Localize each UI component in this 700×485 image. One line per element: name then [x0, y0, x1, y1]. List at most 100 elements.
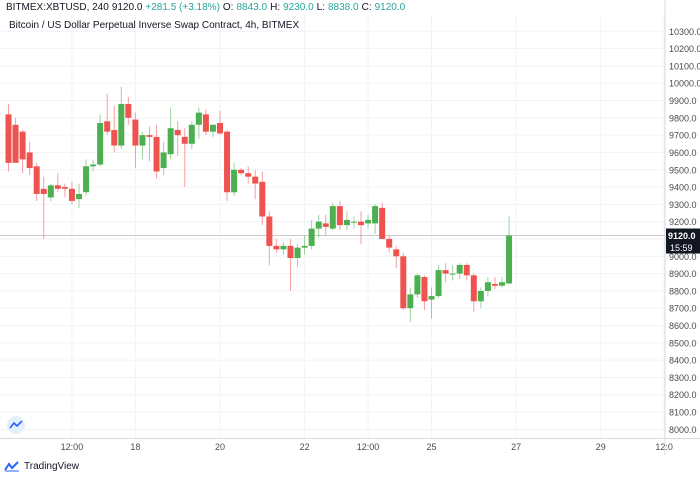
candle-body [104, 121, 111, 132]
candle-body [167, 128, 174, 155]
candle-body [209, 124, 216, 132]
x-tick-label: 12:0 [655, 442, 673, 452]
y-tick-label: 9000.0 [669, 252, 697, 262]
candle-body [139, 135, 146, 146]
candle-body [273, 245, 280, 250]
candle-body [470, 275, 477, 302]
ohlc-high: 9230.0 [283, 2, 314, 13]
tradingview-logo-icon [4, 461, 19, 472]
x-tick-label: 18 [130, 442, 140, 452]
symbol-header: BITMEX:XBTUSD, 240 9120.0 +281.5 (+3.18%… [6, 2, 405, 13]
y-tick-label: 10300.0 [669, 27, 700, 37]
ohlc-high-key: H: [270, 2, 281, 13]
candle-body [365, 219, 372, 224]
candle-body [484, 282, 491, 291]
candle-body [343, 219, 350, 226]
last-price: 9120.0 [111, 2, 143, 13]
last-price-badge [666, 228, 700, 242]
y-tick-label: 10000.0 [669, 79, 700, 89]
candle-body [195, 112, 202, 125]
candle-body [33, 166, 40, 194]
brand-link[interactable]: TradingView [4, 460, 79, 472]
candle-body [174, 129, 181, 136]
candle-body [231, 169, 238, 193]
y-tick-label: 9400.0 [669, 183, 697, 193]
candle-body [407, 294, 414, 309]
candle-body [160, 152, 167, 169]
candle-body [76, 193, 82, 200]
symbol-label[interactable]: BITMEX:XBTUSD, 240 [6, 2, 109, 13]
x-tick-label: 12:00 [357, 442, 380, 452]
candle-body [372, 206, 379, 224]
y-tick-label: 9200.0 [669, 217, 697, 227]
ohlc-open: 8843.0 [236, 2, 268, 13]
candle-body [118, 103, 125, 146]
candle-body [456, 264, 463, 274]
candle-body [329, 206, 336, 229]
candle-body [463, 264, 470, 276]
countdown-badge-text: 15:59 [670, 243, 693, 253]
y-tick-label: 8500.0 [669, 338, 697, 348]
candle-body [336, 206, 343, 226]
y-tick-label: 8100.0 [669, 408, 697, 418]
candle-body [358, 221, 364, 226]
y-tick-label: 9700.0 [669, 131, 697, 141]
candle-body [111, 129, 118, 146]
candle-body [217, 123, 223, 134]
y-tick-label: 8000.0 [669, 425, 697, 435]
y-tick-label: 9800.0 [669, 113, 697, 123]
candle-body [252, 176, 259, 184]
y-tick-label: 8600.0 [669, 321, 697, 331]
candle-body [181, 136, 188, 144]
candle-body [245, 173, 252, 177]
candle-body [153, 136, 160, 172]
candle-body [259, 181, 266, 217]
y-tick-label: 9300.0 [669, 200, 697, 210]
candle-body [47, 185, 54, 198]
candle-body [287, 245, 294, 259]
candle-body [308, 228, 315, 246]
candle-body [414, 275, 421, 295]
candle-body [54, 185, 61, 189]
footer-bar [0, 455, 700, 480]
candle-body [132, 119, 139, 146]
y-tick-label: 8800.0 [669, 286, 697, 296]
candle-body [386, 238, 393, 248]
x-tick-label: 29 [596, 442, 606, 452]
x-tick-label: 20 [215, 442, 225, 452]
candle-body [400, 256, 407, 309]
candle-body [499, 282, 505, 286]
candle-body [393, 249, 400, 257]
candle-body [26, 152, 33, 169]
candle-body [146, 135, 153, 137]
candle-body [202, 114, 209, 132]
y-tick-label: 8300.0 [669, 373, 697, 383]
y-tick-label: 10100.0 [669, 61, 700, 71]
x-tick-label: 22 [300, 442, 310, 452]
y-tick-label: 9900.0 [669, 96, 697, 106]
candle-body [506, 235, 513, 284]
ohlc-open-key: O: [222, 2, 234, 13]
y-tick-label: 8200.0 [669, 390, 697, 400]
ohlc-low-key: L: [316, 2, 325, 13]
candle-body [68, 188, 75, 201]
x-tick-label: 27 [511, 442, 521, 452]
candle-body [83, 166, 90, 193]
last-price-badge-text: 9120.0 [668, 231, 696, 241]
candle-body [19, 131, 26, 160]
candle-body [12, 124, 19, 163]
x-tick-label: 25 [426, 442, 436, 452]
candle-body [280, 245, 287, 250]
candle-body [301, 245, 308, 248]
candle-body [442, 270, 449, 274]
candle-body [61, 187, 68, 189]
candle-body [379, 207, 386, 239]
candle-body [350, 221, 357, 223]
brand-name: TradingView [24, 460, 80, 472]
countdown-badge [666, 241, 700, 254]
ohlc-close: 9120.0 [374, 2, 406, 13]
price-change: +281.5 (+3.18%) [145, 2, 220, 13]
candle-body [449, 273, 456, 275]
candle-body [428, 296, 435, 300]
